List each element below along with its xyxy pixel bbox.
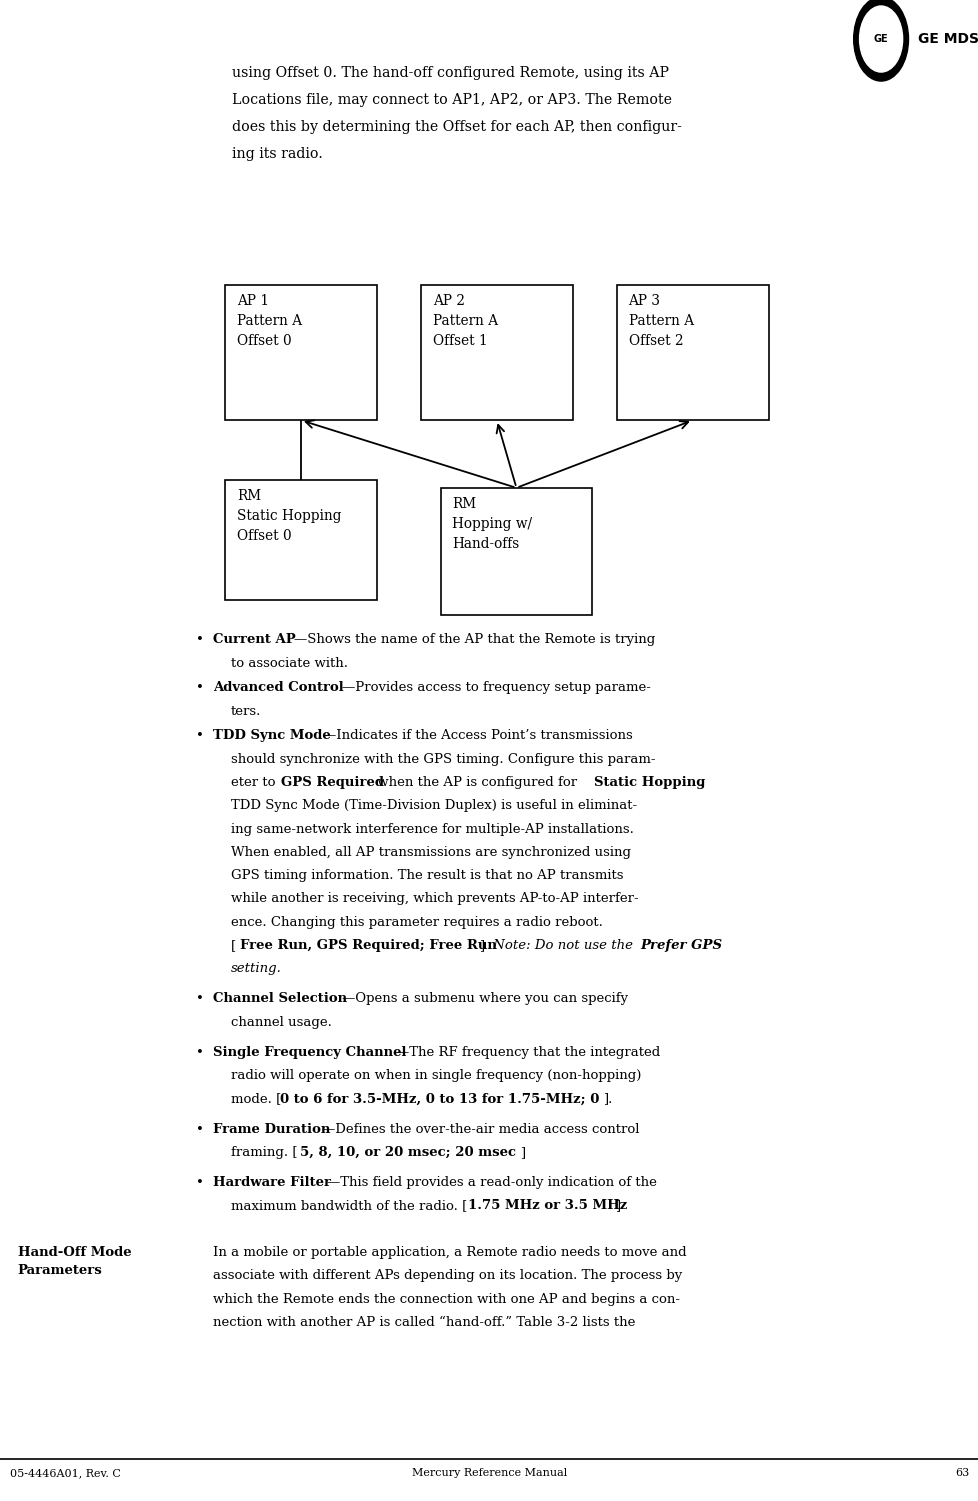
Text: •: •: [196, 729, 203, 743]
Bar: [225, 285, 377, 420]
Text: —Opens a submenu where you can specify: —Opens a submenu where you can specify: [341, 992, 627, 1006]
Text: associate with different APs depending on its location. The process by: associate with different APs depending o…: [213, 1270, 682, 1282]
Text: RM
Hopping w/
Hand-offs: RM Hopping w/ Hand-offs: [452, 497, 532, 551]
Text: •: •: [196, 1046, 203, 1058]
Text: Note: Do not use the: Note: Do not use the: [489, 940, 637, 952]
Text: •: •: [196, 992, 203, 1006]
Text: GPS timing information. The result is that no AP transmits: GPS timing information. The result is th…: [231, 869, 623, 883]
Text: GPS Required: GPS Required: [281, 776, 383, 790]
Text: •: •: [196, 1123, 203, 1136]
Text: Channel Selection: Channel Selection: [213, 992, 347, 1006]
Text: 63: 63: [954, 1468, 968, 1478]
Bar: [616, 285, 768, 420]
Text: Static Hopping: Static Hopping: [594, 776, 705, 790]
Text: AP 1
Pattern A
Offset 0: AP 1 Pattern A Offset 0: [237, 294, 302, 348]
Text: when the AP is configured for: when the AP is configured for: [373, 776, 581, 790]
Bar: [225, 480, 377, 600]
Text: [: [: [231, 940, 236, 952]
Text: —The RF frequency that the integrated: —The RF frequency that the integrated: [395, 1046, 659, 1058]
Text: nection with another AP is called “hand-off.” Table 3-2 lists the: nection with another AP is called “hand-…: [213, 1316, 635, 1328]
Text: —Shows the name of the AP that the Remote is trying: —Shows the name of the AP that the Remot…: [293, 633, 654, 647]
Text: TDD Sync Mode (Time-Division Duplex) is useful in eliminat-: TDD Sync Mode (Time-Division Duplex) is …: [231, 799, 637, 812]
Text: mode. [: mode. [: [231, 1093, 281, 1105]
Text: ]: ]: [519, 1145, 524, 1159]
Text: GE: GE: [873, 35, 887, 44]
Text: does this by determining the Offset for each AP, then configur-: does this by determining the Offset for …: [232, 120, 682, 134]
Text: setting.: setting.: [231, 962, 282, 976]
Text: Prefer GPS: Prefer GPS: [640, 940, 722, 952]
Text: In a mobile or portable application, a Remote radio needs to move and: In a mobile or portable application, a R…: [213, 1246, 687, 1259]
Circle shape: [859, 6, 902, 72]
Text: 5, 8, 10, or 20 msec; 20 msec: 5, 8, 10, or 20 msec; 20 msec: [299, 1145, 515, 1159]
Text: radio will operate on when in single frequency (non-hopping): radio will operate on when in single fre…: [231, 1069, 641, 1082]
Text: .: .: [698, 776, 702, 790]
Text: should synchronize with the GPS timing. Configure this param-: should synchronize with the GPS timing. …: [231, 752, 655, 766]
Circle shape: [853, 0, 908, 81]
Text: GE MDS: GE MDS: [917, 32, 978, 47]
Text: •: •: [196, 633, 203, 647]
Text: RM
Static Hopping
Offset 0: RM Static Hopping Offset 0: [237, 489, 341, 543]
Text: —Indicates if the Access Point’s transmissions: —Indicates if the Access Point’s transmi…: [323, 729, 632, 743]
Text: —This field provides a read-only indication of the: —This field provides a read-only indicat…: [327, 1177, 656, 1189]
Text: 1.75 MHz or 3.5 MHz: 1.75 MHz or 3.5 MHz: [467, 1199, 627, 1213]
Text: ing same-network interference for multiple-AP installations.: ing same-network interference for multip…: [231, 823, 634, 836]
Text: ].: ].: [602, 1093, 612, 1105]
Text: 05-4446A01, Rev. C: 05-4446A01, Rev. C: [10, 1468, 120, 1478]
Text: ]: ]: [478, 940, 483, 952]
Text: —Provides access to frequency setup parame-: —Provides access to frequency setup para…: [341, 681, 650, 695]
Text: Hand-Off Mode
Parameters: Hand-Off Mode Parameters: [18, 1246, 131, 1277]
Text: Free Run, GPS Required; Free Run: Free Run, GPS Required; Free Run: [240, 940, 496, 952]
Text: 0 to 6 for 3.5-MHz, 0 to 13 for 1.75-MHz; 0: 0 to 6 for 3.5-MHz, 0 to 13 for 1.75-MHz…: [280, 1093, 599, 1105]
Text: maximum bandwidth of the radio. [: maximum bandwidth of the radio. [: [231, 1199, 467, 1213]
Text: ence. Changing this parameter requires a radio reboot.: ence. Changing this parameter requires a…: [231, 916, 602, 929]
Text: When enabled, all AP transmissions are synchronized using: When enabled, all AP transmissions are s…: [231, 847, 631, 859]
Text: TDD Sync Mode: TDD Sync Mode: [213, 729, 331, 743]
Text: Current AP: Current AP: [213, 633, 296, 647]
Text: AP 2
Pattern A
Offset 1: AP 2 Pattern A Offset 1: [432, 294, 498, 348]
Text: eter to: eter to: [231, 776, 280, 790]
Text: framing. [: framing. [: [231, 1145, 297, 1159]
Text: to associate with.: to associate with.: [231, 657, 348, 669]
Bar: [440, 488, 592, 615]
Text: channel usage.: channel usage.: [231, 1016, 332, 1028]
Text: ing its radio.: ing its radio.: [232, 147, 323, 161]
Text: using Offset 0. The hand-off configured Remote, using its AP: using Offset 0. The hand-off configured …: [232, 66, 668, 80]
Text: AP 3
Pattern A
Offset 2: AP 3 Pattern A Offset 2: [628, 294, 693, 348]
Text: which the Remote ends the connection with one AP and begins a con-: which the Remote ends the connection wit…: [213, 1292, 680, 1306]
Text: Locations file, may connect to AP1, AP2, or AP3. The Remote: Locations file, may connect to AP1, AP2,…: [232, 93, 671, 107]
Text: •: •: [196, 681, 203, 695]
Text: Hardware Filter: Hardware Filter: [213, 1177, 332, 1189]
Text: Advanced Control: Advanced Control: [213, 681, 344, 695]
Text: Frame Duration: Frame Duration: [213, 1123, 331, 1136]
Bar: [421, 285, 572, 420]
Text: —Defines the over-the-air media access control: —Defines the over-the-air media access c…: [322, 1123, 639, 1136]
Text: •: •: [196, 1177, 203, 1189]
Text: while another is receiving, which prevents AP-to-AP interfer-: while another is receiving, which preven…: [231, 892, 638, 905]
Text: Single Frequency Channel: Single Frequency Channel: [213, 1046, 407, 1058]
Text: Mercury Reference Manual: Mercury Reference Manual: [412, 1468, 566, 1478]
Text: ]: ]: [614, 1199, 619, 1213]
Text: ters.: ters.: [231, 704, 261, 717]
